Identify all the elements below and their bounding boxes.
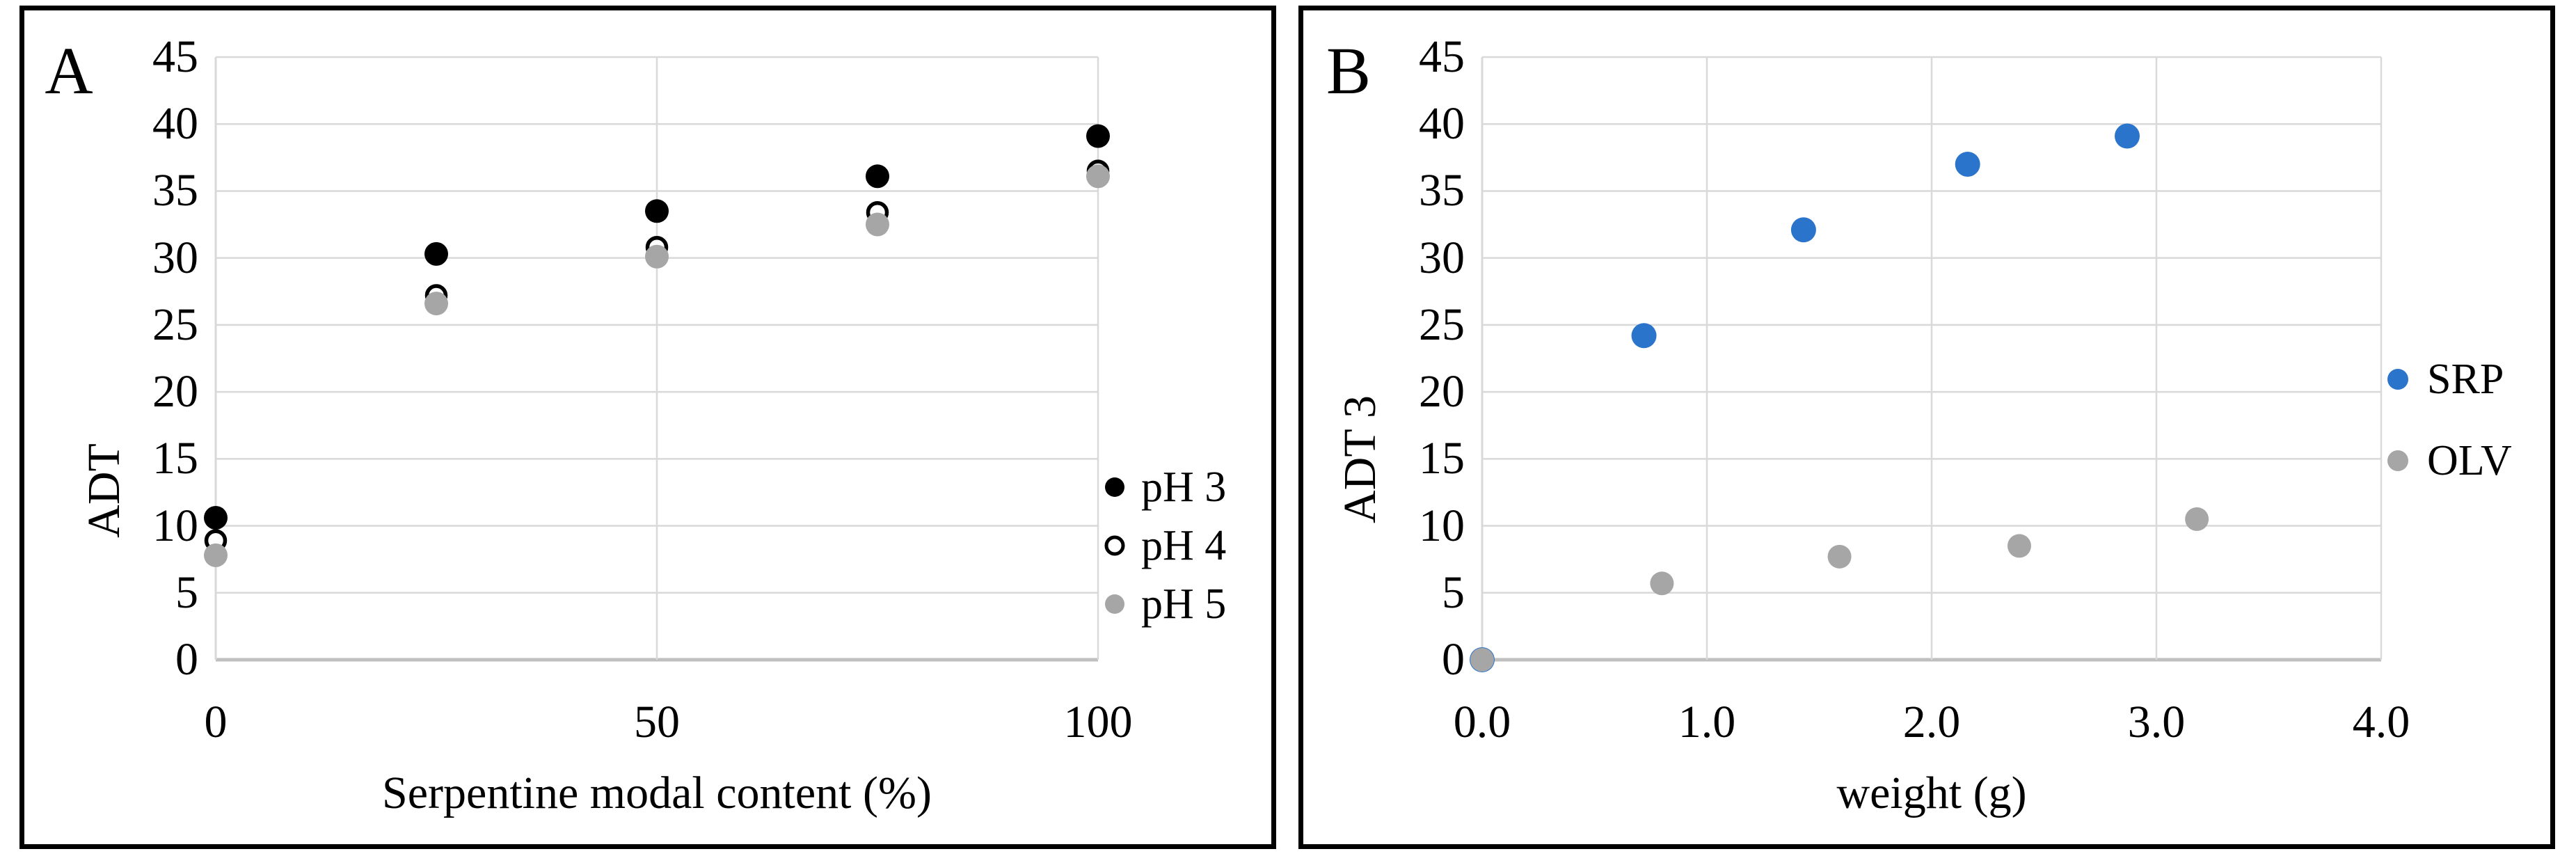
data-point (2115, 123, 2140, 149)
data-point (1470, 648, 1494, 672)
panel-a-y-axis-title: ADT (79, 443, 129, 538)
y-tick-label: 35 (1419, 165, 1465, 216)
y-tick-label: 45 (1419, 31, 1465, 82)
legend-label: pH 3 (1141, 463, 1227, 511)
x-tick-label: 0 (204, 697, 228, 747)
data-point (1086, 124, 1110, 148)
x-tick-label: 1.0 (1678, 697, 1736, 747)
legend-label: SRP (2427, 356, 2504, 403)
x-tick-label: 4.0 (2352, 697, 2410, 747)
y-tick-label: 20 (1419, 366, 1465, 418)
data-point (204, 543, 228, 567)
y-tick-label: 0 (175, 634, 198, 685)
legend-marker (1105, 594, 1124, 614)
x-tick-label: 2.0 (1902, 697, 1961, 747)
panel-a-frame (19, 6, 1276, 849)
x-tick-label: 0.0 (1453, 697, 1511, 747)
y-tick-label: 15 (152, 433, 198, 484)
panel-b-frame (1298, 6, 2555, 849)
data-point (2007, 534, 2031, 558)
y-tick-label: 30 (152, 232, 198, 283)
legend-label: OLV (2427, 437, 2512, 484)
data-point (1650, 571, 1674, 596)
y-tick-label: 35 (152, 165, 198, 216)
y-tick-label: 10 (1419, 500, 1465, 551)
y-tick-label: 15 (1419, 433, 1465, 484)
data-point (866, 164, 889, 189)
legend-marker (1105, 477, 1124, 497)
data-point (1827, 544, 1852, 569)
y-tick-label: 5 (1442, 566, 1465, 618)
panel-a-letter: A (45, 33, 93, 108)
data-point (2185, 507, 2209, 531)
data-point (645, 244, 669, 269)
data-point (1086, 164, 1110, 189)
y-tick-label: 20 (152, 366, 198, 418)
legend-marker-open (1104, 535, 1125, 556)
data-point (204, 506, 228, 530)
data-point (645, 199, 669, 223)
panel-b-y-axis-title: ADT 3 (1335, 395, 1385, 523)
y-tick-label: 25 (152, 299, 198, 350)
data-point (1790, 217, 1816, 243)
data-point (424, 241, 448, 266)
legend-label: pH 5 (1141, 580, 1227, 628)
panel-a-x-axis-title: Serpentine modal content (%) (382, 768, 932, 818)
y-tick-label: 40 (1419, 98, 1465, 150)
x-tick-label: 50 (634, 697, 680, 747)
panel-b-letter: B (1326, 33, 1372, 108)
y-tick-label: 40 (152, 98, 198, 150)
legend-label: pH 4 (1141, 522, 1227, 569)
data-point (424, 292, 448, 316)
y-tick-label: 45 (152, 31, 198, 82)
data-point (1955, 151, 1980, 177)
x-tick-label: 3.0 (2127, 697, 2186, 747)
data-point (866, 212, 889, 237)
x-tick-label: 100 (1063, 697, 1133, 747)
y-tick-label: 5 (175, 566, 198, 618)
panel-b-x-axis-title: weight (g) (1836, 768, 2027, 818)
legend-marker (2387, 369, 2408, 390)
y-tick-label: 10 (152, 500, 198, 551)
y-tick-label: 30 (1419, 232, 1465, 283)
y-tick-label: 0 (1442, 634, 1465, 685)
y-tick-label: 25 (1419, 299, 1465, 350)
legend-marker (2387, 450, 2408, 471)
data-point (1631, 323, 1657, 349)
